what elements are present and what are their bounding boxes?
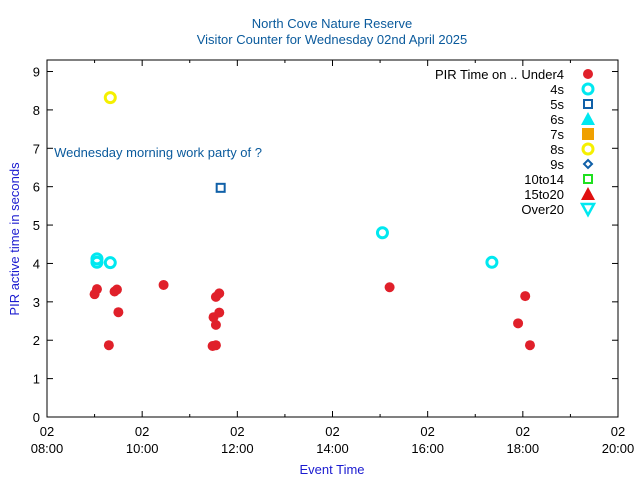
x-tick-date: 02 [420, 424, 434, 439]
x-tick-date: 02 [230, 424, 244, 439]
x-tick-date: 02 [135, 424, 149, 439]
data-point-4s [485, 255, 499, 269]
data-point-8s [103, 91, 117, 105]
legend-label: 7s [550, 127, 564, 142]
x-tick-time: 16:00 [411, 441, 444, 456]
data-point-under4 [210, 319, 221, 330]
data-point-under4 [158, 279, 169, 290]
x-tick-date: 02 [325, 424, 339, 439]
legend-label: Over20 [521, 202, 564, 217]
data-point-under4 [513, 318, 524, 329]
plot-frame [46, 59, 619, 418]
y-tick-label: 7 [33, 141, 40, 156]
x-tick-time: 08:00 [31, 441, 64, 456]
y-tick-label: 3 [33, 295, 40, 310]
axis-ticks: 0 1 2 3 4 5 6 7 8 9 02 08:00 02 10:00 02 12:00 02 14:00 02… [31, 60, 635, 456]
legend-marker-5s [583, 99, 593, 109]
legend-marker-6s [581, 112, 595, 125]
legend-label: 8s [550, 142, 564, 157]
y-tick-label: 2 [33, 333, 40, 348]
legend-marker-8s [581, 142, 595, 156]
legend-marker-under4 [583, 69, 593, 79]
data-point-under4 [111, 284, 122, 295]
x-tick-date: 02 [40, 424, 54, 439]
y-tick-label: 5 [33, 218, 40, 233]
data-point-5s [215, 182, 226, 193]
data-points [89, 91, 535, 351]
legend-marker-over20 [579, 202, 597, 218]
x-tick-date: 02 [611, 424, 625, 439]
legend-label: 4s [550, 82, 564, 97]
x-tick-time: 10:00 [126, 441, 159, 456]
y-tick-label: 0 [33, 410, 40, 425]
y-tick-label: 4 [33, 256, 40, 271]
legend-title: PIR Time on .. [435, 67, 517, 82]
legend-label: 6s [550, 112, 564, 127]
x-tick-time: 18:00 [507, 441, 540, 456]
legend-label: Under4 [521, 67, 564, 82]
data-point-under4 [214, 307, 225, 318]
data-point-4s [103, 256, 117, 270]
annotation-text: Wednesday morning work party of ? [54, 145, 262, 160]
x-tick-time: 12:00 [221, 441, 254, 456]
x-tick-date: 02 [516, 424, 530, 439]
annotations: Wednesday morning work party of ? [54, 145, 262, 160]
x-axis-label: Event Time [299, 462, 364, 477]
data-point-under4 [113, 307, 124, 318]
legend-marker-4s [581, 82, 595, 96]
y-tick-label: 1 [33, 372, 40, 387]
legend-label: 9s [550, 157, 564, 172]
x-tick-time: 20:00 [602, 441, 635, 456]
data-point-under4 [520, 291, 531, 302]
data-point-4s [90, 255, 104, 269]
data-point-under4 [103, 340, 114, 351]
legend-marker-9s [582, 158, 594, 170]
data-point-under4 [524, 340, 535, 351]
legend-label: 15to20 [524, 187, 564, 202]
chart-subtitle: Visitor Counter for Wednesday 02nd April… [197, 32, 468, 47]
data-point-4s [375, 226, 389, 240]
legend-marker-15to20 [581, 187, 595, 200]
legend-label: 10to14 [524, 172, 564, 187]
y-tick-label: 8 [33, 103, 40, 118]
x-tick-time: 14:00 [316, 441, 349, 456]
legend: PIR Time on .. Under44s5s6s7s8s9s10to141… [435, 67, 597, 218]
legend-label: 5s [550, 97, 564, 112]
data-point-under4 [210, 340, 221, 351]
chart-title: North Cove Nature Reserve [252, 16, 412, 31]
data-point-under4 [214, 288, 225, 299]
data-point-under4 [91, 284, 102, 295]
legend-marker-7s [582, 128, 594, 140]
data-point-under4 [384, 282, 395, 293]
y-tick-label: 9 [33, 65, 40, 80]
legend-marker-10to14 [583, 174, 593, 184]
y-tick-label: 6 [33, 180, 40, 195]
y-axis-label: PIR active time in seconds [7, 162, 22, 316]
